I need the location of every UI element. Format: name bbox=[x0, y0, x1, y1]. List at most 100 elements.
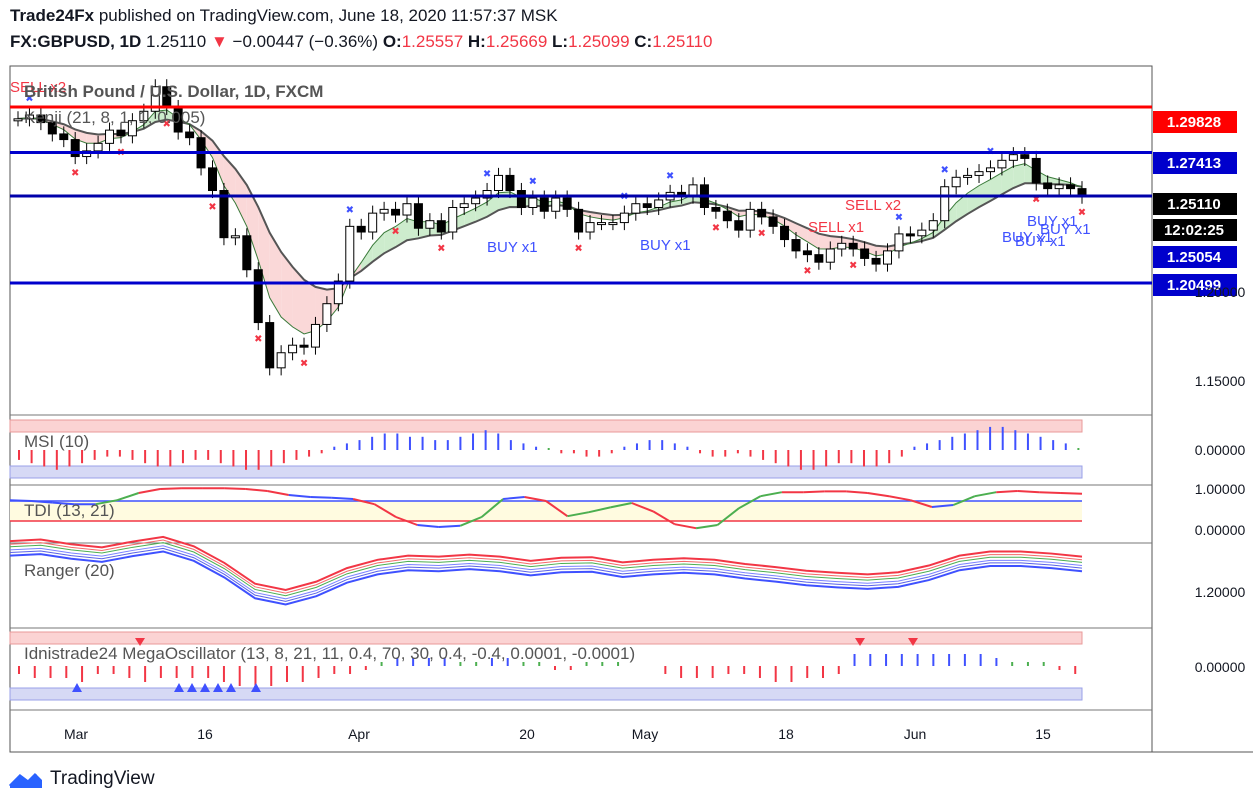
msi-bar bbox=[270, 450, 273, 467]
mega-bar bbox=[1058, 666, 1061, 670]
price-label-box bbox=[1153, 219, 1237, 241]
signal-marker: ✖ bbox=[391, 227, 399, 238]
mega-bar bbox=[33, 666, 36, 678]
msi-bar bbox=[938, 440, 941, 450]
tdi-line-segment bbox=[610, 502, 632, 509]
publish-text: published on TradingView.com, June 18, 2… bbox=[98, 6, 558, 25]
candle-body bbox=[894, 233, 904, 252]
mega-bar bbox=[585, 662, 588, 666]
candle-body bbox=[528, 197, 538, 208]
tdi-line-segment bbox=[95, 499, 118, 506]
mega-bar bbox=[112, 666, 115, 674]
msi-bar bbox=[560, 450, 563, 454]
candle-body bbox=[688, 184, 698, 197]
ranger-band-line bbox=[9, 535, 1083, 591]
mega-bar bbox=[743, 666, 746, 674]
msi-bar bbox=[774, 450, 777, 464]
candle-body bbox=[242, 235, 252, 271]
tdi-line-segment bbox=[931, 504, 954, 508]
candle-body bbox=[963, 174, 973, 178]
msi-bar bbox=[547, 448, 550, 450]
candle-body bbox=[185, 131, 195, 139]
kenji-cloud-segment bbox=[235, 168, 247, 227]
candle-body bbox=[711, 206, 721, 212]
candle-body bbox=[1008, 154, 1018, 161]
tdi-line-segment bbox=[803, 490, 825, 494]
tdi-line-segment bbox=[116, 492, 139, 502]
mega-bar bbox=[506, 658, 509, 666]
candle-body bbox=[631, 203, 641, 214]
tdi-line-segment bbox=[331, 496, 354, 500]
tdi-line-segment bbox=[567, 511, 590, 518]
msi-bar bbox=[1039, 436, 1042, 450]
msi-bar bbox=[1064, 443, 1067, 450]
candle-body bbox=[596, 222, 606, 226]
kenji-cloud-segment bbox=[155, 109, 167, 122]
msi-bar bbox=[421, 436, 424, 450]
tdi-line-segment bbox=[52, 501, 75, 506]
open-value: 1.25557 bbox=[401, 32, 464, 51]
price-label-text: 1.29828 bbox=[1167, 114, 1221, 131]
candle-body bbox=[459, 203, 469, 208]
kenji-slow-line bbox=[17, 117, 1083, 291]
price-label-box bbox=[1153, 152, 1237, 174]
mega-bar bbox=[301, 666, 304, 682]
candle-body bbox=[276, 352, 286, 369]
mega-bar bbox=[207, 666, 210, 678]
kenji-cloud-segment bbox=[967, 185, 980, 214]
msi-bar bbox=[585, 450, 588, 457]
candle-body bbox=[860, 248, 870, 259]
candle-body bbox=[768, 216, 778, 227]
kenji-cloud-segment bbox=[281, 251, 293, 327]
tdi-line-segment bbox=[996, 490, 1018, 494]
close-value: 1.25110 bbox=[652, 32, 713, 51]
mega-bar bbox=[758, 666, 761, 678]
msi-bar bbox=[963, 433, 966, 450]
msi-bar bbox=[358, 440, 361, 450]
msi-bar bbox=[913, 446, 916, 450]
candle-body bbox=[299, 344, 309, 348]
tdi-line-segment bbox=[138, 488, 161, 494]
signal-marker: ✖ bbox=[437, 244, 445, 255]
candle-body bbox=[482, 190, 492, 199]
mega-bar bbox=[254, 666, 257, 690]
candle-body bbox=[825, 248, 835, 263]
kenji-cloud-segment bbox=[658, 201, 671, 211]
mega-bar bbox=[380, 662, 383, 666]
candle-body bbox=[722, 210, 732, 222]
msi-bar bbox=[245, 450, 248, 470]
candle-body bbox=[974, 171, 984, 176]
msi-bar bbox=[472, 433, 475, 450]
mega-bar bbox=[900, 654, 903, 666]
candle-body bbox=[333, 280, 343, 305]
ranger-band-line bbox=[9, 547, 1083, 602]
msi-bar bbox=[1077, 448, 1080, 450]
mega-bar bbox=[680, 666, 683, 678]
price-label-text: 1.27413 bbox=[1167, 155, 1221, 172]
last-price: 1.25110 bbox=[146, 32, 207, 51]
tdi-line-segment bbox=[652, 510, 676, 526]
msi-bar bbox=[257, 450, 260, 470]
signal-marker: ✖ bbox=[25, 94, 33, 105]
candle-body bbox=[127, 120, 137, 137]
msi-upper-band bbox=[9, 419, 1083, 433]
x-tick-label: Mar bbox=[64, 726, 88, 742]
msi-bar bbox=[900, 450, 903, 457]
msi-bar bbox=[345, 443, 348, 450]
mega-bar bbox=[869, 654, 872, 666]
tdi-neutral-zone bbox=[10, 501, 1082, 521]
mega-bar bbox=[459, 662, 462, 666]
buy-triangle-icon bbox=[187, 683, 197, 692]
tradingview-logo[interactable]: TradingView bbox=[8, 768, 155, 790]
mega-bar bbox=[270, 666, 273, 686]
y-tick-label: 0.00000 bbox=[1195, 522, 1246, 538]
x-tick-label: May bbox=[632, 726, 658, 742]
signal-marker: ✖ bbox=[208, 202, 216, 213]
mega-bar bbox=[333, 666, 336, 674]
candle-body bbox=[322, 303, 332, 325]
signal-marker: ✖ bbox=[346, 205, 354, 216]
msi-bar bbox=[194, 450, 197, 460]
msi-bar bbox=[43, 450, 46, 467]
mega-bar bbox=[65, 666, 68, 678]
